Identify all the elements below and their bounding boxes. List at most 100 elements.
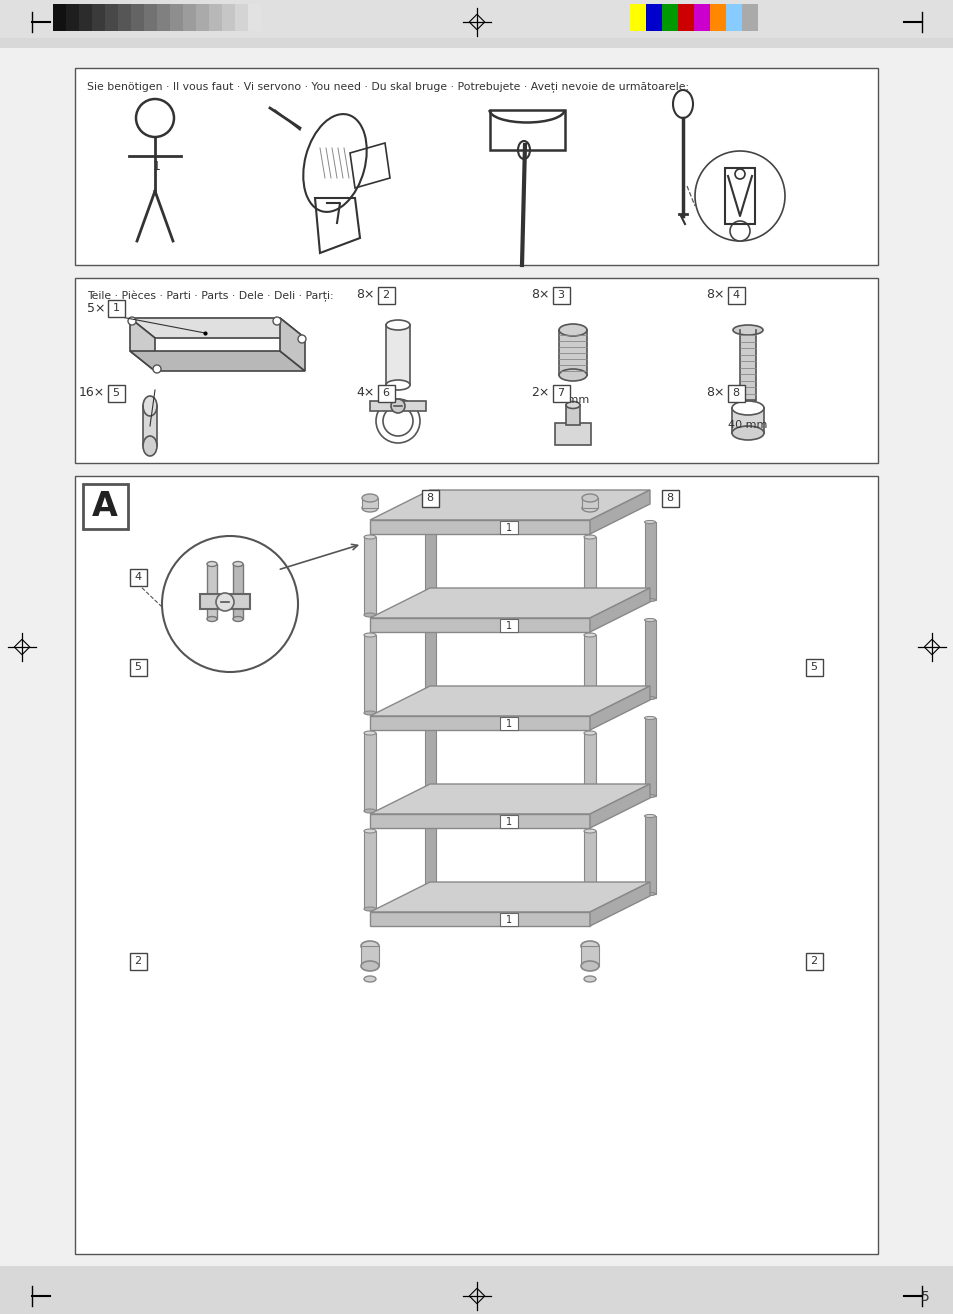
Bar	[248, 4, 261, 32]
Text: 8×: 8×	[706, 289, 724, 301]
Bar	[580, 946, 598, 966]
Bar	[678, 4, 693, 32]
Bar	[386, 325, 410, 385]
Text: 8×: 8×	[706, 386, 724, 399]
Polygon shape	[130, 351, 305, 371]
Bar	[424, 816, 436, 894]
Bar	[91, 4, 105, 32]
Polygon shape	[589, 882, 649, 926]
Text: 1: 1	[505, 915, 512, 925]
Ellipse shape	[386, 380, 410, 390]
Ellipse shape	[207, 616, 216, 622]
Bar	[364, 830, 375, 909]
Bar	[105, 4, 118, 32]
Bar	[644, 620, 656, 698]
Text: 1: 1	[112, 304, 119, 313]
Ellipse shape	[143, 396, 157, 417]
Text: 8: 8	[666, 493, 673, 503]
Bar	[805, 953, 822, 970]
Circle shape	[729, 221, 749, 240]
Text: 2: 2	[810, 957, 817, 966]
Text: 4: 4	[732, 290, 739, 300]
Text: 8×: 8×	[356, 289, 375, 301]
Ellipse shape	[364, 809, 375, 813]
Ellipse shape	[424, 619, 435, 622]
Ellipse shape	[424, 716, 435, 720]
Circle shape	[162, 536, 297, 671]
Bar	[499, 520, 517, 533]
Bar	[644, 717, 656, 796]
Polygon shape	[370, 490, 649, 520]
Ellipse shape	[361, 505, 377, 512]
Ellipse shape	[580, 941, 598, 951]
Ellipse shape	[233, 616, 243, 622]
Polygon shape	[740, 399, 755, 410]
Text: 1: 1	[505, 817, 512, 827]
Ellipse shape	[424, 892, 435, 896]
Polygon shape	[370, 401, 426, 411]
Text: 1: 1	[152, 159, 161, 172]
Bar	[727, 286, 744, 304]
Bar	[66, 4, 79, 32]
Bar	[75, 476, 877, 1254]
Ellipse shape	[233, 561, 243, 566]
Bar	[661, 4, 678, 32]
Bar	[581, 498, 598, 509]
Circle shape	[375, 399, 419, 443]
Ellipse shape	[558, 325, 586, 336]
Polygon shape	[130, 318, 305, 338]
Polygon shape	[130, 318, 154, 371]
Bar	[130, 953, 147, 970]
Circle shape	[695, 151, 784, 240]
Bar	[645, 4, 661, 32]
Bar	[741, 4, 758, 32]
Bar	[583, 635, 596, 714]
Text: 6 mm: 6 mm	[557, 396, 589, 405]
Ellipse shape	[207, 561, 216, 566]
Ellipse shape	[644, 892, 655, 896]
Bar	[424, 522, 436, 600]
Text: 7: 7	[557, 388, 564, 398]
Text: 6: 6	[382, 388, 389, 398]
Circle shape	[382, 406, 413, 436]
Bar	[364, 733, 375, 811]
Bar	[499, 717, 517, 731]
Bar	[499, 815, 517, 828]
Bar	[424, 717, 436, 796]
Text: 1: 1	[505, 719, 512, 729]
Bar	[83, 484, 128, 530]
Bar	[157, 4, 170, 32]
Bar	[499, 619, 517, 632]
Bar	[75, 68, 877, 265]
Bar	[553, 385, 569, 402]
Polygon shape	[589, 490, 649, 533]
Ellipse shape	[424, 795, 435, 798]
Ellipse shape	[644, 619, 655, 622]
Ellipse shape	[424, 696, 435, 699]
Polygon shape	[280, 318, 305, 371]
Polygon shape	[370, 520, 589, 533]
Ellipse shape	[364, 907, 375, 911]
Polygon shape	[370, 686, 649, 716]
Ellipse shape	[583, 907, 596, 911]
Bar	[170, 4, 183, 32]
Text: 8: 8	[732, 388, 739, 398]
Ellipse shape	[583, 829, 596, 833]
Text: 5: 5	[112, 388, 119, 398]
Bar	[553, 286, 569, 304]
Circle shape	[734, 170, 744, 179]
Bar	[644, 522, 656, 600]
Ellipse shape	[558, 369, 586, 381]
Bar	[0, 38, 953, 66]
Ellipse shape	[581, 494, 598, 502]
Ellipse shape	[583, 633, 596, 637]
Bar	[725, 4, 741, 32]
Ellipse shape	[360, 941, 378, 951]
Circle shape	[215, 593, 233, 611]
Polygon shape	[589, 686, 649, 731]
Polygon shape	[370, 813, 589, 828]
Polygon shape	[589, 587, 649, 632]
Ellipse shape	[583, 614, 596, 618]
Text: 2: 2	[382, 290, 389, 300]
Ellipse shape	[364, 535, 375, 539]
